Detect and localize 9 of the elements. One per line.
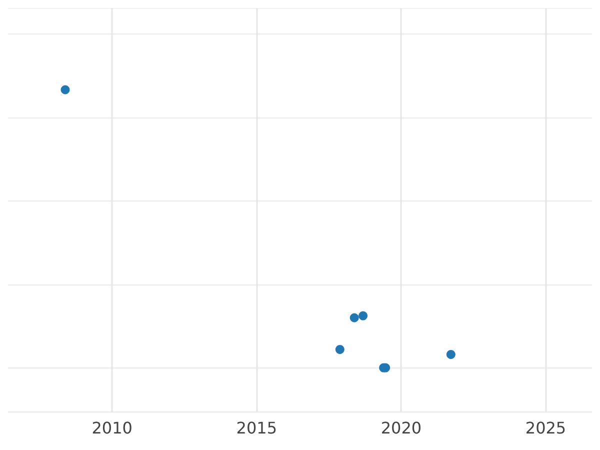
point	[358, 311, 368, 320]
x-tick-label: 2010	[92, 418, 132, 438]
x-tick-label: 2015	[236, 418, 277, 438]
x-tick-label: 2025	[525, 418, 566, 438]
point	[335, 344, 344, 354]
point	[350, 313, 359, 322]
x-tick-label: 2020	[380, 418, 422, 438]
point	[60, 85, 70, 94]
point	[446, 350, 456, 359]
